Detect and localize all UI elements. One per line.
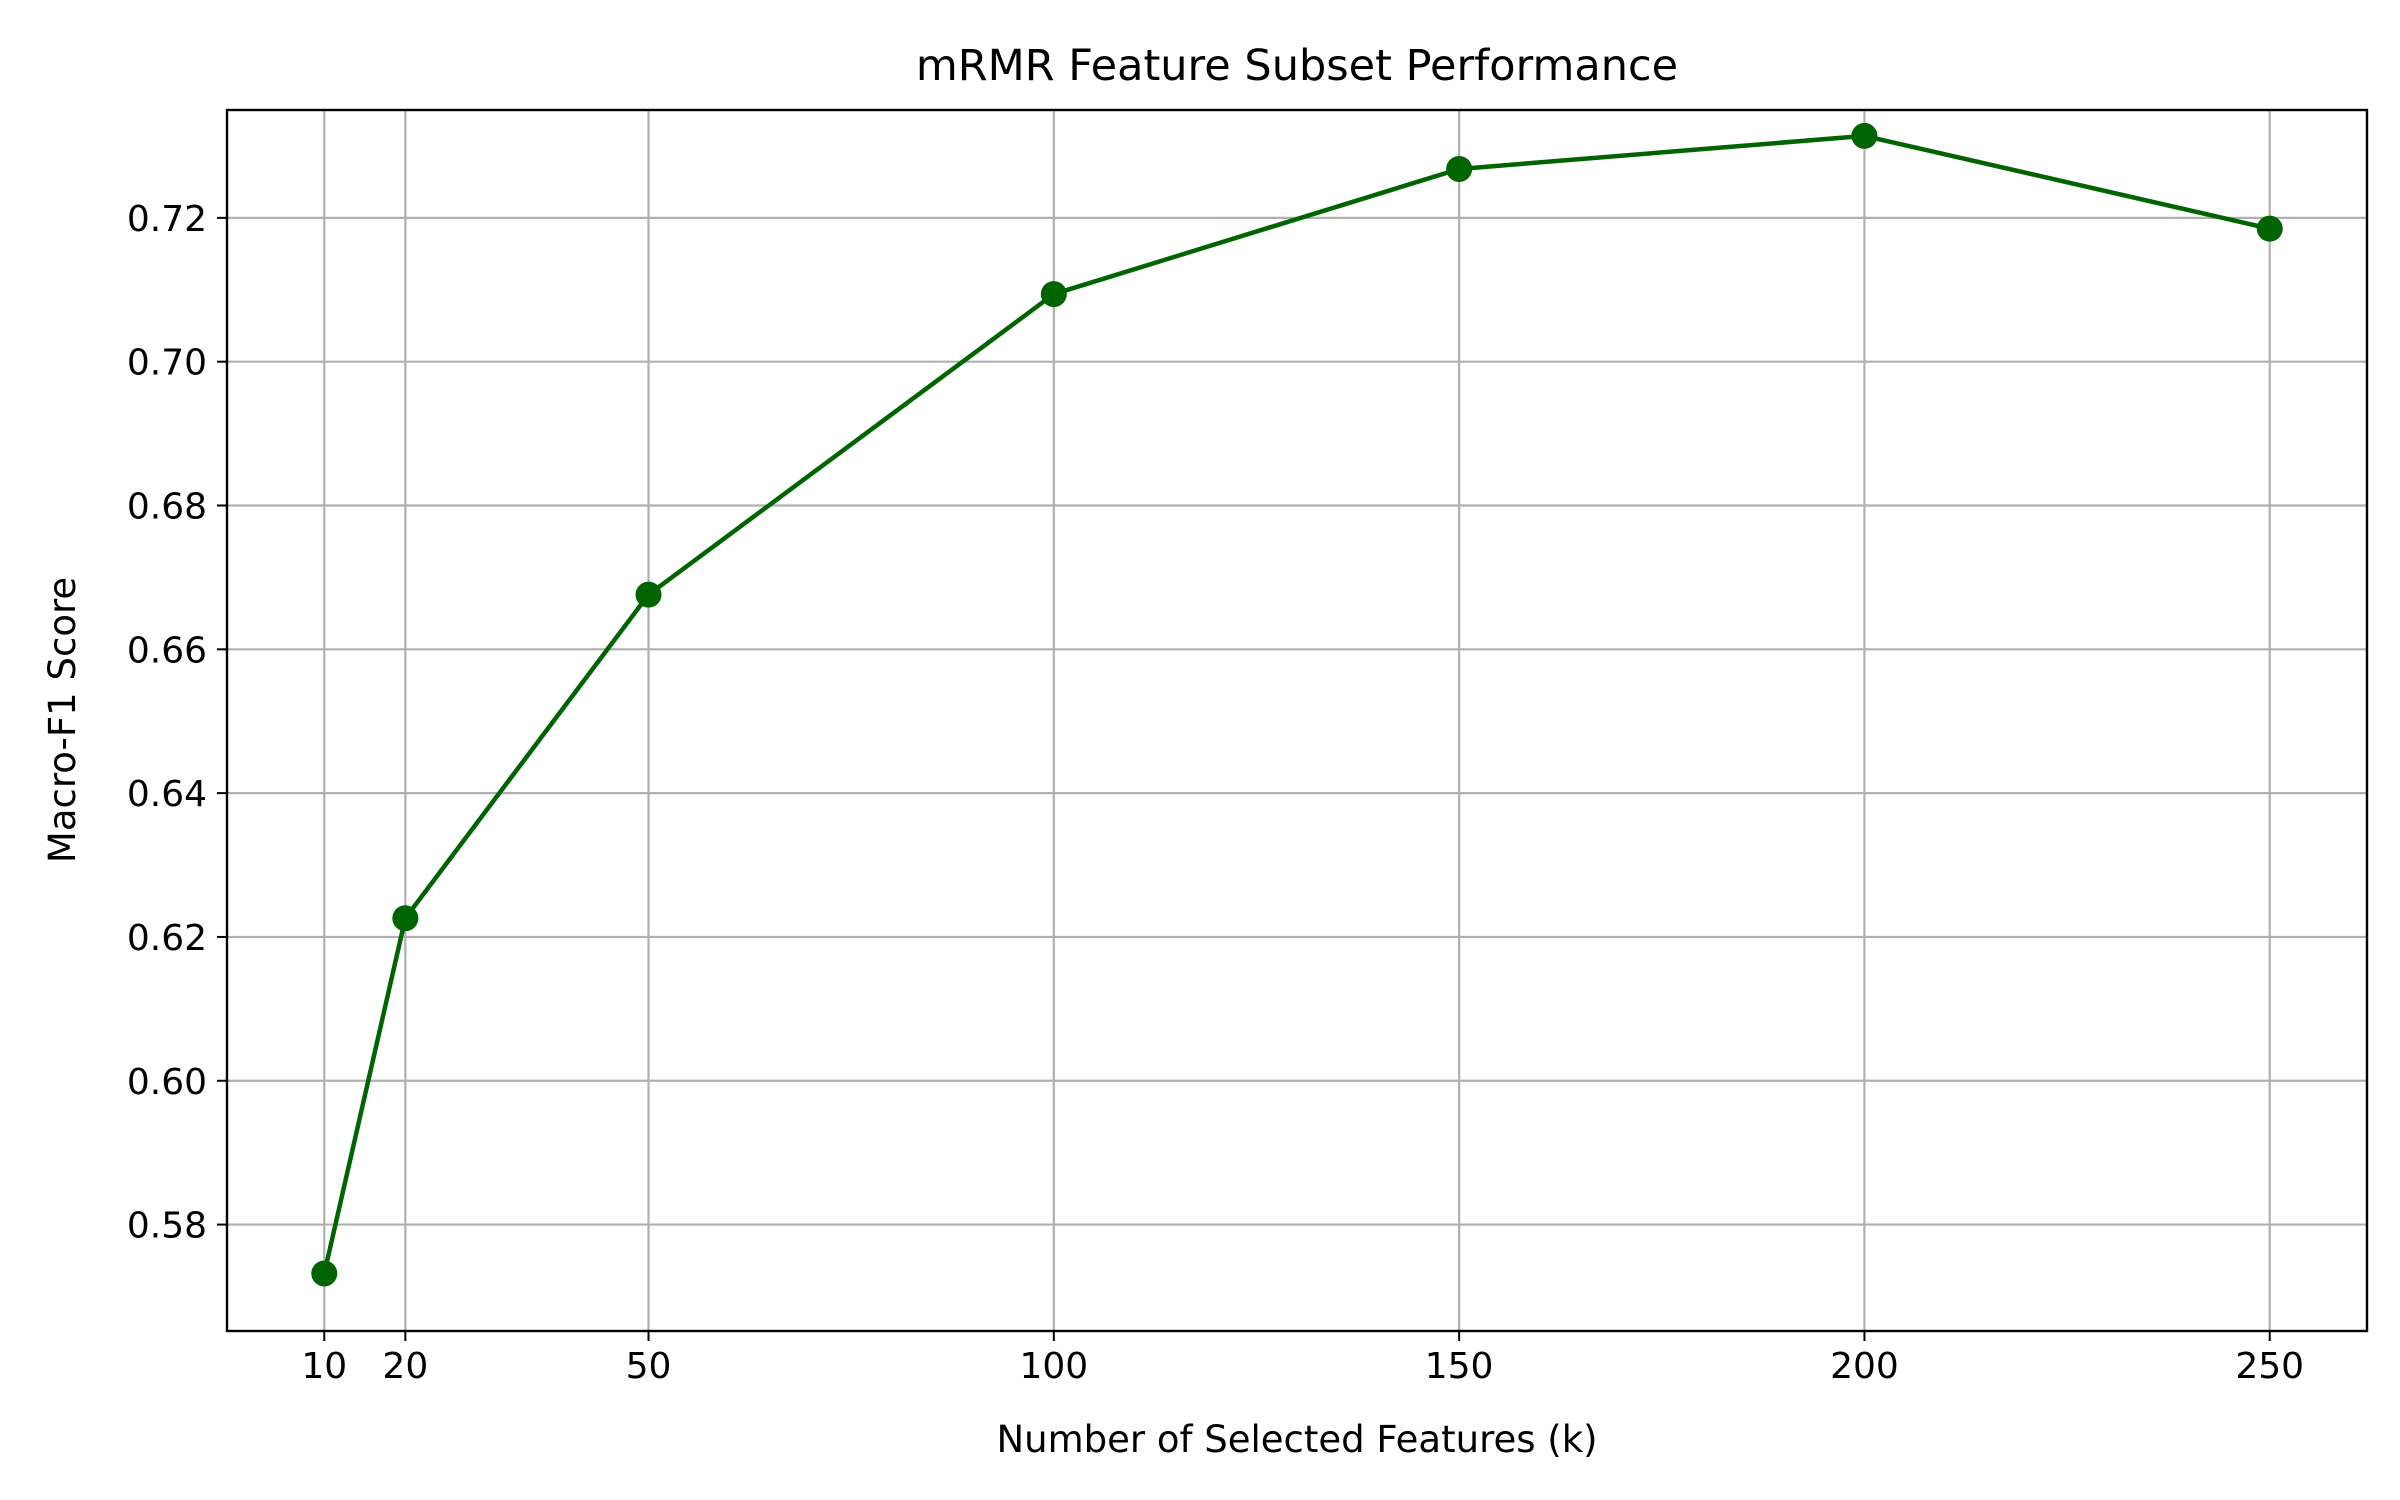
y-tick-label: 0.62 <box>127 918 207 959</box>
x-tick-label: 10 <box>301 1346 347 1387</box>
x-tick-label: 250 <box>2235 1346 2304 1387</box>
x-tick-label: 20 <box>382 1346 428 1387</box>
data-point <box>635 581 662 608</box>
y-tick-label: 0.72 <box>127 199 207 240</box>
y-axis-label: Macro-F1 Score <box>41 577 84 863</box>
ticks-layer: 10 20 50 100 150 200 250 0.58 0.60 0.62 0.64 0.66 0.… <box>127 199 2304 1387</box>
plot-frame <box>225 108 2369 1333</box>
y-tick-label: 0.66 <box>127 630 207 671</box>
data-point <box>1446 155 1473 182</box>
data-point <box>1851 122 1878 149</box>
data-point <box>311 1260 338 1287</box>
x-tick-label: 150 <box>1425 1346 1494 1387</box>
x-tick-label: 50 <box>626 1346 672 1387</box>
data-point <box>1040 281 1067 308</box>
series-layer <box>311 122 2283 1287</box>
x-tick-label: 200 <box>1830 1346 1899 1387</box>
grid-layer <box>227 110 2367 1331</box>
y-tick-label: 0.60 <box>127 1062 207 1103</box>
y-tick-label: 0.68 <box>127 486 207 527</box>
data-point <box>2256 215 2283 242</box>
x-tick-label: 100 <box>1019 1346 1088 1387</box>
y-tick-label: 0.70 <box>127 343 207 384</box>
y-tick-label: 0.58 <box>127 1206 207 1247</box>
chart-title: mRMR Feature Subset Performance <box>916 41 1678 91</box>
data-point <box>392 905 419 932</box>
x-axis-label: Number of Selected Features (k) <box>996 1418 1597 1461</box>
y-tick-label: 0.64 <box>127 774 207 815</box>
